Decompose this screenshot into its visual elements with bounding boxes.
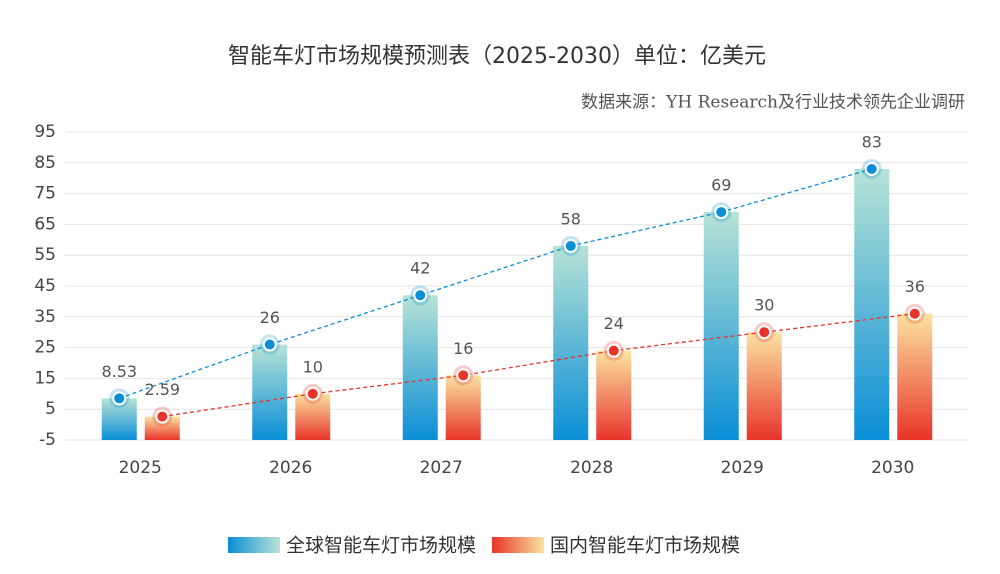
bar bbox=[897, 313, 933, 440]
data-label: 83 bbox=[862, 132, 882, 151]
y-tick-label: 95 bbox=[34, 122, 56, 142]
marker bbox=[155, 409, 170, 424]
bar bbox=[402, 295, 438, 440]
y-tick-label: 65 bbox=[34, 214, 56, 234]
bar bbox=[252, 344, 288, 440]
data-label: 42 bbox=[410, 259, 430, 278]
data-label: 2.59 bbox=[144, 380, 180, 399]
trend-line bbox=[119, 168, 872, 399]
y-tick-label: 15 bbox=[34, 368, 56, 388]
data-label: 58 bbox=[561, 209, 581, 228]
marker bbox=[864, 161, 879, 176]
legend-swatch bbox=[228, 537, 280, 553]
trend-line bbox=[162, 313, 915, 418]
y-tick-label: 45 bbox=[34, 276, 56, 296]
bar bbox=[295, 393, 331, 440]
bar bbox=[445, 375, 481, 440]
y-tick-label: 35 bbox=[34, 307, 56, 327]
legend-label: 全球智能车灯市场规模 bbox=[286, 535, 476, 557]
bar bbox=[596, 350, 632, 440]
marker bbox=[112, 391, 127, 406]
data-label: 16 bbox=[453, 339, 473, 358]
data-label: 36 bbox=[905, 277, 925, 296]
data-label: 69 bbox=[711, 176, 731, 195]
y-tick-label: 75 bbox=[34, 184, 56, 204]
x-tick-label: 2026 bbox=[269, 458, 312, 478]
marker bbox=[714, 205, 729, 220]
marker bbox=[305, 386, 320, 401]
marker bbox=[413, 288, 428, 303]
data-label: 30 bbox=[754, 296, 774, 315]
bar bbox=[553, 245, 589, 440]
y-tick-label: 55 bbox=[34, 245, 56, 265]
marker bbox=[563, 238, 578, 253]
x-tick-label: 2029 bbox=[721, 458, 764, 478]
data-label: 26 bbox=[260, 308, 280, 327]
marker bbox=[456, 368, 471, 383]
marker bbox=[262, 337, 277, 352]
x-tick-label: 2025 bbox=[119, 458, 162, 478]
bar bbox=[703, 212, 739, 440]
marker bbox=[907, 306, 922, 321]
legend-label: 国内智能车灯市场规模 bbox=[550, 535, 740, 557]
x-tick-label: 2030 bbox=[871, 458, 914, 478]
data-label: 8.53 bbox=[101, 362, 137, 381]
bar bbox=[746, 332, 782, 440]
marker bbox=[606, 343, 621, 358]
data-label: 24 bbox=[604, 314, 624, 333]
y-tick-label: 25 bbox=[34, 338, 56, 358]
y-tick-label: 5 bbox=[45, 399, 56, 419]
bar bbox=[144, 416, 180, 440]
x-tick-label: 2027 bbox=[420, 458, 463, 478]
chart-subtitle: 数据来源：YH Research及行业技术领先企业调研 bbox=[581, 93, 965, 113]
marker bbox=[757, 325, 772, 340]
y-tick-label: -5 bbox=[39, 430, 56, 450]
x-tick-label: 2028 bbox=[570, 458, 613, 478]
bar bbox=[854, 168, 890, 440]
legend-swatch bbox=[492, 537, 545, 553]
chart-title: 智能车灯市场规模预测表（2025-2030）单位：亿美元 bbox=[228, 44, 766, 69]
y-tick-label: 85 bbox=[34, 153, 56, 173]
data-label: 10 bbox=[303, 357, 323, 376]
